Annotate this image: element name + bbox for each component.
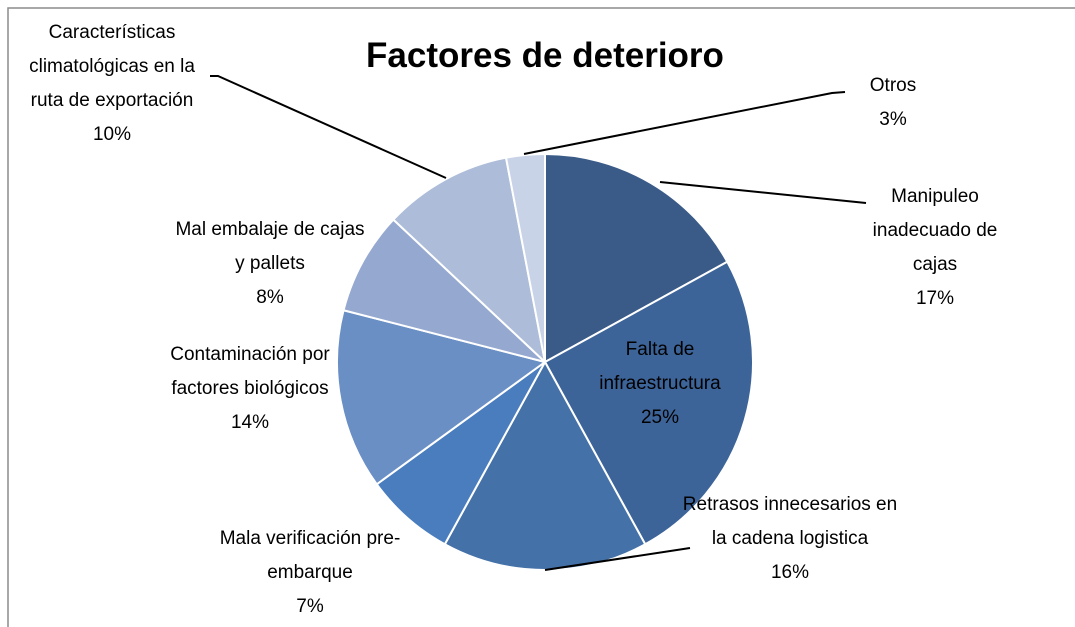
leader-lines <box>210 75 867 571</box>
value-label: 25% <box>640 407 680 428</box>
value-label: 16% <box>770 562 810 583</box>
pie <box>336 152 754 571</box>
leader-line <box>659 181 867 204</box>
leader-line <box>523 91 846 155</box>
data-label: Otros 3% <box>843 69 943 137</box>
value-label: 7% <box>296 596 324 617</box>
slice-label: Manipuleo inadecuado de cajas <box>872 186 998 275</box>
slice-label: Retrasos innecesarios en la cadena logis… <box>682 494 898 549</box>
slice-label: Contaminación por factores biológicos <box>170 344 330 399</box>
value-label: 17% <box>915 288 955 309</box>
pie-slice <box>443 359 647 571</box>
pie-slice <box>391 156 547 365</box>
pie-slice <box>504 152 546 363</box>
data-label: Características climatológicas en la rut… <box>12 16 212 152</box>
leader-line <box>544 547 691 571</box>
pie-slice <box>543 260 754 546</box>
slice-label: Otros <box>869 75 917 96</box>
pie-slice <box>544 152 729 364</box>
chart-frame <box>7 7 1075 627</box>
chart-title: Factores de deterioro <box>366 36 724 75</box>
slice-label: Mal embalaje de cajas y pallets <box>175 219 365 274</box>
slice-label: Características climatológicas en la rut… <box>29 22 195 111</box>
data-label: Mal embalaje de cajas y pallets 8% <box>170 213 370 315</box>
data-label: Falta de infraestructura 25% <box>590 333 730 435</box>
pie-slice <box>336 309 548 486</box>
data-label: Retrasos innecesarios en la cadena logis… <box>680 488 900 590</box>
value-label: 8% <box>256 287 284 308</box>
value-label: 10% <box>92 124 132 145</box>
value-label: 14% <box>230 412 270 433</box>
pie-slice <box>342 218 546 363</box>
data-label: Mala verificación pre-embarque 7% <box>210 522 410 624</box>
value-label: 3% <box>879 109 907 130</box>
slice-label: Falta de infraestructura <box>599 339 721 394</box>
data-label: Contaminación por factores biológicos 14% <box>160 338 340 440</box>
slice-label: Mala verificación pre-embarque <box>219 528 401 583</box>
leader-line <box>210 75 447 179</box>
data-label: Manipuleo inadecuado de cajas 17% <box>855 180 1015 316</box>
